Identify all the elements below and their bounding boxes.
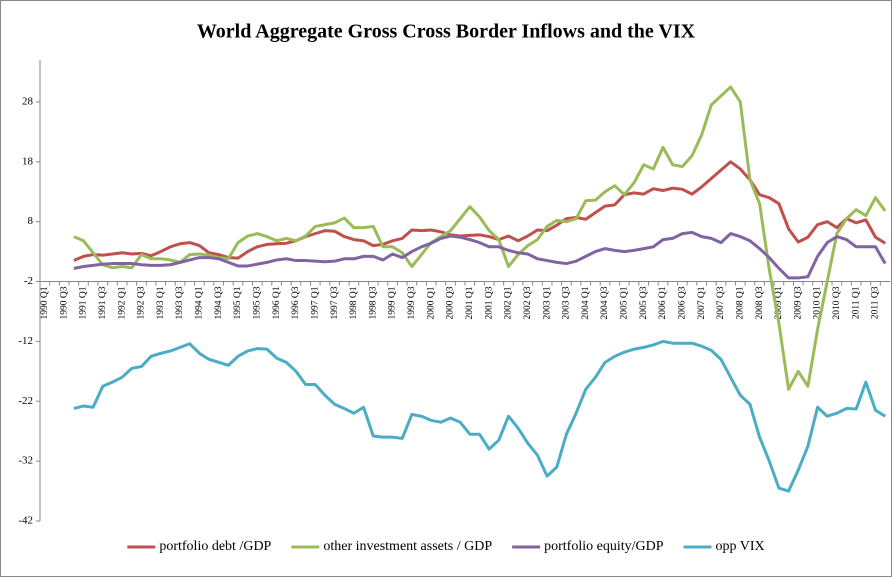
x-tick-label: 2009 Q3 xyxy=(793,286,803,319)
x-tick-label: 2007 Q1 xyxy=(697,286,707,319)
x-tick-label: 1995 Q3 xyxy=(253,286,263,319)
y-tick-label: -12 xyxy=(18,335,33,347)
x-tick-label: 2006 Q3 xyxy=(678,286,688,319)
y-tick-label: -32 xyxy=(18,455,33,467)
x-tick-label: 2004 Q3 xyxy=(600,286,610,319)
x-tick-label: 1991 Q3 xyxy=(98,286,108,319)
x-tick-label: 1994 Q3 xyxy=(214,286,224,319)
y-tick-label: 8 xyxy=(28,215,34,227)
x-tick-label: 2005 Q3 xyxy=(639,286,649,319)
legend-label: portfolio debt /GDP xyxy=(159,539,271,554)
x-tick-label: 2002 Q1 xyxy=(504,286,514,319)
series-line xyxy=(73,339,886,493)
x-tick-label: 1996 Q1 xyxy=(272,286,282,319)
y-tick-label: 28 xyxy=(22,95,34,107)
legend-label: portfolio equity/GDP xyxy=(544,539,664,554)
x-tick-label: 1998 Q3 xyxy=(368,286,378,319)
series-line xyxy=(73,85,887,391)
x-tick-label: 2005 Q1 xyxy=(620,286,630,319)
x-tick-label: 2009 Q1 xyxy=(774,286,784,319)
x-tick-label: 1999 Q1 xyxy=(388,286,398,319)
x-tick-label: 2011 Q1 xyxy=(851,286,861,319)
x-tick-label: 1990 Q1 xyxy=(40,286,50,319)
x-tick-label: 2003 Q3 xyxy=(562,286,572,319)
x-tick-label: 1992 Q1 xyxy=(117,286,127,319)
legend-label: other investment assets / GDP xyxy=(323,539,492,554)
x-tick-label: 2002 Q3 xyxy=(523,286,533,319)
x-tick-label: 1993 Q3 xyxy=(175,286,185,319)
x-tick-label: 1998 Q1 xyxy=(349,286,359,319)
x-tick-label: 1992 Q3 xyxy=(137,286,147,319)
legend-label: opp VIX xyxy=(716,539,765,554)
x-tick-label: 2004 Q1 xyxy=(581,286,591,319)
x-tick-label: 2000 Q3 xyxy=(446,286,456,319)
x-tick-label: 1994 Q1 xyxy=(195,286,205,319)
x-tick-label: 1996 Q3 xyxy=(291,286,301,319)
x-tick-label: 2011 Q3 xyxy=(871,286,881,319)
chart-title: World Aggregate Gross Cross Border Inflo… xyxy=(197,21,696,43)
y-tick-label: -2 xyxy=(24,275,33,287)
x-tick-label: 2010 Q3 xyxy=(832,286,842,319)
x-tick-label: 2008 Q1 xyxy=(735,286,745,319)
x-tick-label: 2007 Q3 xyxy=(716,286,726,319)
y-tick-label: -42 xyxy=(18,515,33,527)
x-tick-label: 2003 Q1 xyxy=(542,286,552,319)
x-tick-label: 2001 Q1 xyxy=(465,286,475,319)
x-tick-label: 2010 Q1 xyxy=(813,286,823,319)
x-tick-label: 2006 Q1 xyxy=(658,286,668,319)
x-tick-label: 2000 Q1 xyxy=(426,286,436,319)
x-tick-label: 1997 Q3 xyxy=(330,286,340,319)
x-tick-label: 1990 Q3 xyxy=(59,286,69,319)
x-tick-label: 1993 Q1 xyxy=(156,286,166,319)
series-line xyxy=(73,230,887,280)
legend: portfolio debt /GDP other investment asse… xyxy=(127,539,765,554)
x-tick-label: 2001 Q3 xyxy=(484,286,494,319)
y-tick-label: 18 xyxy=(22,155,34,167)
x-tick-label: 1999 Q3 xyxy=(407,286,417,319)
x-tick-label: 2008 Q3 xyxy=(755,286,765,319)
x-tick-label: 1997 Q1 xyxy=(310,286,320,319)
y-tick-label: -22 xyxy=(18,395,33,407)
x-tick-label: 1995 Q1 xyxy=(233,286,243,319)
x-tick-label: 1991 Q1 xyxy=(79,286,89,319)
